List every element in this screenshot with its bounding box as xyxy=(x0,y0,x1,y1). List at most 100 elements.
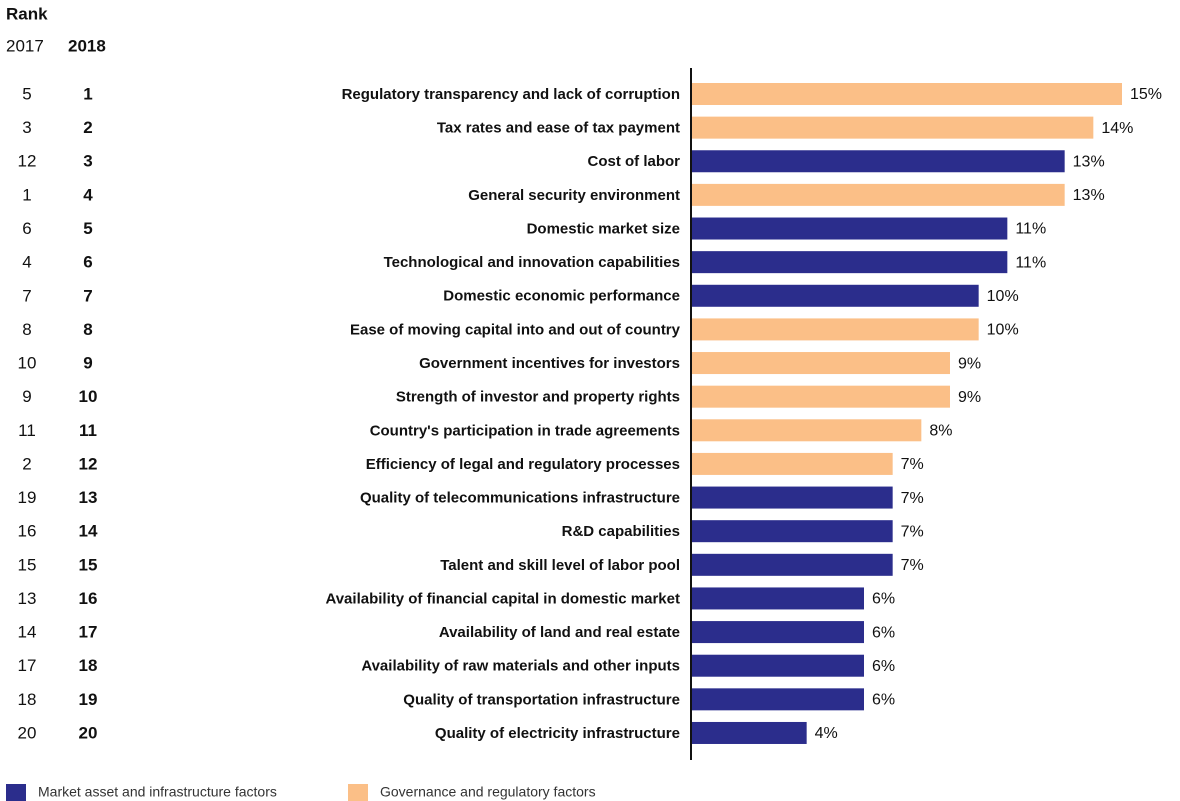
value-label: 9% xyxy=(958,389,981,406)
rank-2017: 17 xyxy=(18,656,37,675)
rank-2018: 12 xyxy=(79,454,98,473)
value-label: 15% xyxy=(1130,86,1162,103)
category-label: Availability of raw materials and other … xyxy=(361,658,680,675)
bar xyxy=(692,520,893,543)
category-label: Talent and skill level of labor pool xyxy=(440,557,680,574)
value-label: 9% xyxy=(958,355,981,372)
value-label: 7% xyxy=(901,523,924,540)
category-label: Regulatory transparency and lack of corr… xyxy=(342,86,680,103)
rank-2018: 5 xyxy=(83,219,92,238)
rank-header: 2017 xyxy=(6,36,44,55)
bar xyxy=(692,553,893,576)
rank-2018: 19 xyxy=(79,690,98,709)
category-label: Government incentives for investors xyxy=(419,355,680,372)
value-label: 10% xyxy=(987,322,1019,339)
value-label: 6% xyxy=(872,591,895,608)
category-label: Quality of electricity infrastructure xyxy=(435,725,680,742)
rank-2018: 3 xyxy=(83,152,92,171)
rank-2018: 4 xyxy=(83,185,93,204)
bar xyxy=(692,721,807,744)
category-label: Domestic economic performance xyxy=(443,288,680,305)
rank-2018: 9 xyxy=(83,354,92,373)
value-label: 4% xyxy=(815,725,838,742)
legend-swatch xyxy=(348,784,368,801)
rank-2017: 4 xyxy=(22,253,31,272)
rank-2018: 1 xyxy=(83,84,92,103)
rank-2018: 15 xyxy=(79,555,98,574)
value-label: 6% xyxy=(872,692,895,709)
rank-2017: 8 xyxy=(22,320,31,339)
rank-2017: 12 xyxy=(18,152,37,171)
legend-label: Market asset and infrastructure factors xyxy=(38,784,277,800)
category-label: Quality of telecommunications infrastruc… xyxy=(360,490,680,507)
value-label: 13% xyxy=(1073,153,1105,170)
rank-2017: 10 xyxy=(18,354,37,373)
value-label: 14% xyxy=(1101,120,1133,137)
bar xyxy=(692,183,1065,206)
rank-2017: 3 xyxy=(22,118,31,137)
rank-2017: 2 xyxy=(22,454,31,473)
rank-2017: 16 xyxy=(18,522,37,541)
rank-2017: 9 xyxy=(22,387,31,406)
rank-2017: 11 xyxy=(18,421,36,440)
category-label: Availability of financial capital in dom… xyxy=(325,590,680,607)
rank-2018: 8 xyxy=(83,320,92,339)
value-label: 7% xyxy=(901,456,924,473)
category-label: Domestic market size xyxy=(527,220,680,237)
category-label: Ease of moving capital into and out of c… xyxy=(350,321,681,338)
rank-2018: 11 xyxy=(79,421,97,440)
category-label: R&D capabilities xyxy=(562,523,680,540)
value-label: 8% xyxy=(929,423,952,440)
category-label: Technological and innovation capabilitie… xyxy=(384,254,680,271)
value-label: 7% xyxy=(901,490,924,507)
rank-2017: 1 xyxy=(22,185,31,204)
bar xyxy=(692,318,979,341)
rank-2018: 7 xyxy=(83,286,92,305)
bar xyxy=(692,621,864,644)
rank-2017: 15 xyxy=(18,555,37,574)
bar xyxy=(692,486,893,509)
rank-2018: 17 xyxy=(79,623,98,642)
rank-2017: 6 xyxy=(22,219,31,238)
rank-2017: 20 xyxy=(18,723,37,742)
bar xyxy=(692,654,864,677)
rank-2018: 16 xyxy=(79,589,98,608)
rank-2018: 10 xyxy=(79,387,98,406)
bar xyxy=(692,116,1094,139)
rank-title: Rank xyxy=(6,4,48,23)
category-label: Strength of investor and property rights xyxy=(396,389,680,406)
rank-header: 2018 xyxy=(68,36,106,55)
rank-2018: 18 xyxy=(79,656,98,675)
rank-2018: 20 xyxy=(79,723,98,742)
value-label: 6% xyxy=(872,624,895,641)
category-label: Availability of land and real estate xyxy=(439,624,680,641)
bar xyxy=(692,587,864,610)
category-label: Quality of transportation infrastructure xyxy=(403,691,680,708)
value-label: 11% xyxy=(1015,221,1046,238)
rank-2017: 5 xyxy=(22,84,31,103)
bar xyxy=(692,150,1065,173)
rank-2018: 6 xyxy=(83,253,92,272)
bar xyxy=(692,83,1122,105)
rank-2017: 18 xyxy=(18,690,37,709)
legend-label: Governance and regulatory factors xyxy=(380,784,596,800)
bar xyxy=(692,688,864,711)
bar xyxy=(692,217,1008,240)
bar xyxy=(692,385,950,408)
bar xyxy=(692,251,1008,274)
category-label: Cost of labor xyxy=(588,153,681,170)
value-label: 6% xyxy=(872,658,895,675)
rank-2018: 14 xyxy=(79,522,98,541)
value-label: 7% xyxy=(901,557,924,574)
category-label: Country's participation in trade agreeme… xyxy=(370,422,680,439)
rank-2017: 19 xyxy=(18,488,37,507)
category-label: Tax rates and ease of tax payment xyxy=(437,120,680,137)
bar xyxy=(692,452,893,475)
bar xyxy=(692,352,950,375)
category-label: General security environment xyxy=(468,187,680,204)
legend-swatch xyxy=(6,784,26,801)
rank-2017: 7 xyxy=(22,286,31,305)
rank-2018: 2 xyxy=(83,118,92,137)
rank-2017: 13 xyxy=(18,589,37,608)
